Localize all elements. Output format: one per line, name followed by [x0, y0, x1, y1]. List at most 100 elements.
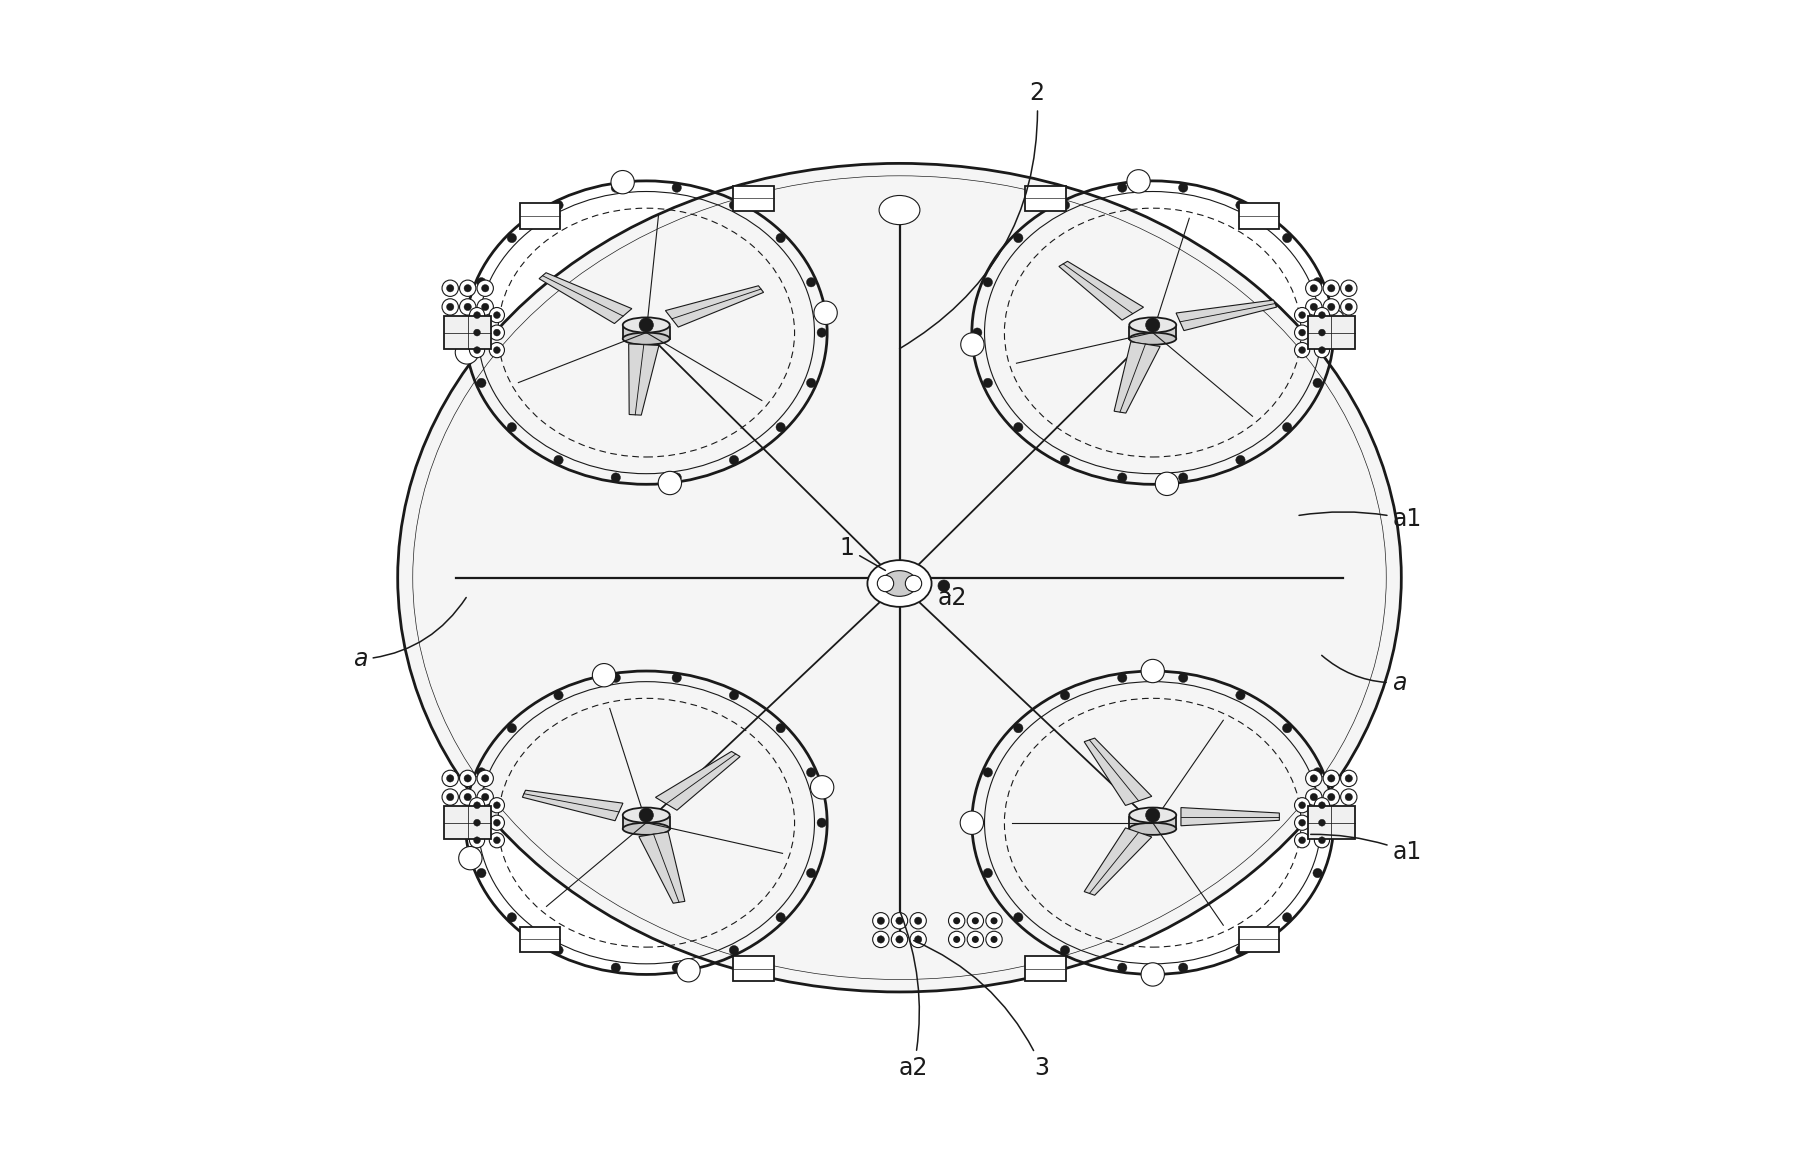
Circle shape: [890, 931, 908, 948]
Ellipse shape: [622, 808, 669, 823]
Circle shape: [1327, 285, 1334, 292]
Circle shape: [967, 931, 984, 948]
Text: a: a: [1322, 656, 1406, 694]
Circle shape: [728, 945, 739, 955]
Circle shape: [476, 299, 493, 315]
Circle shape: [973, 818, 982, 827]
Circle shape: [1322, 280, 1340, 296]
Circle shape: [806, 868, 814, 878]
Bar: [1025, 956, 1064, 981]
Circle shape: [1059, 945, 1070, 955]
Circle shape: [1322, 770, 1340, 787]
Circle shape: [1327, 303, 1334, 310]
Circle shape: [1140, 963, 1163, 986]
Circle shape: [1145, 808, 1160, 823]
Circle shape: [728, 455, 739, 464]
Circle shape: [1318, 312, 1325, 319]
Circle shape: [493, 802, 500, 809]
Circle shape: [806, 378, 814, 387]
Circle shape: [476, 278, 485, 287]
Circle shape: [1298, 347, 1305, 354]
Circle shape: [1012, 913, 1023, 922]
Circle shape: [442, 770, 458, 787]
Circle shape: [489, 833, 503, 847]
Circle shape: [811, 776, 832, 799]
Bar: [1129, 817, 1176, 829]
Circle shape: [464, 285, 471, 292]
Circle shape: [1345, 775, 1352, 782]
Circle shape: [1345, 285, 1352, 292]
Circle shape: [1178, 473, 1187, 482]
Circle shape: [1059, 201, 1070, 210]
Polygon shape: [1179, 808, 1278, 826]
Circle shape: [1313, 278, 1322, 287]
Circle shape: [469, 326, 484, 341]
Circle shape: [672, 473, 681, 482]
Circle shape: [1012, 724, 1023, 733]
Circle shape: [638, 317, 653, 333]
Circle shape: [469, 308, 484, 323]
Ellipse shape: [622, 317, 669, 333]
Polygon shape: [521, 790, 622, 820]
Circle shape: [476, 768, 485, 777]
Circle shape: [991, 936, 996, 943]
Circle shape: [464, 775, 471, 782]
Circle shape: [953, 936, 960, 943]
Circle shape: [1295, 343, 1309, 358]
Text: 1: 1: [840, 537, 885, 571]
Circle shape: [554, 691, 563, 700]
Circle shape: [1340, 280, 1356, 296]
Circle shape: [592, 664, 615, 687]
Circle shape: [1059, 691, 1070, 700]
Circle shape: [872, 913, 888, 929]
Text: a1: a1: [1311, 834, 1420, 864]
Circle shape: [507, 724, 516, 733]
Circle shape: [895, 936, 903, 943]
Circle shape: [1322, 299, 1340, 315]
Circle shape: [476, 378, 485, 387]
Circle shape: [890, 913, 908, 929]
Circle shape: [446, 794, 453, 801]
Circle shape: [1318, 837, 1325, 844]
Circle shape: [1314, 798, 1329, 813]
Circle shape: [442, 299, 458, 315]
Circle shape: [1314, 343, 1329, 358]
Circle shape: [458, 299, 476, 315]
Circle shape: [806, 278, 814, 287]
Ellipse shape: [397, 163, 1401, 992]
Circle shape: [1298, 312, 1305, 319]
Circle shape: [1282, 233, 1291, 243]
Circle shape: [971, 917, 978, 924]
Circle shape: [991, 917, 996, 924]
Circle shape: [676, 958, 699, 981]
Circle shape: [442, 280, 458, 296]
Circle shape: [1295, 833, 1309, 847]
Circle shape: [482, 775, 489, 782]
Circle shape: [1309, 285, 1316, 292]
Circle shape: [1154, 473, 1178, 496]
Circle shape: [984, 378, 992, 387]
Circle shape: [1314, 833, 1329, 847]
Circle shape: [1235, 945, 1244, 955]
Circle shape: [1145, 317, 1160, 333]
FancyBboxPatch shape: [444, 806, 491, 839]
Circle shape: [473, 819, 480, 826]
Circle shape: [489, 815, 503, 831]
Circle shape: [554, 455, 563, 464]
Circle shape: [1140, 659, 1163, 683]
Text: a1: a1: [1298, 508, 1420, 531]
Circle shape: [1178, 183, 1187, 193]
Circle shape: [611, 963, 620, 972]
Circle shape: [1327, 794, 1334, 801]
Ellipse shape: [879, 196, 919, 225]
Circle shape: [638, 808, 653, 823]
Circle shape: [554, 201, 563, 210]
Circle shape: [446, 285, 453, 292]
Circle shape: [1295, 798, 1309, 813]
Polygon shape: [1059, 261, 1144, 320]
Circle shape: [455, 341, 478, 364]
Bar: [520, 927, 561, 952]
Circle shape: [1323, 328, 1332, 337]
Circle shape: [1012, 422, 1023, 432]
Circle shape: [1282, 913, 1291, 922]
